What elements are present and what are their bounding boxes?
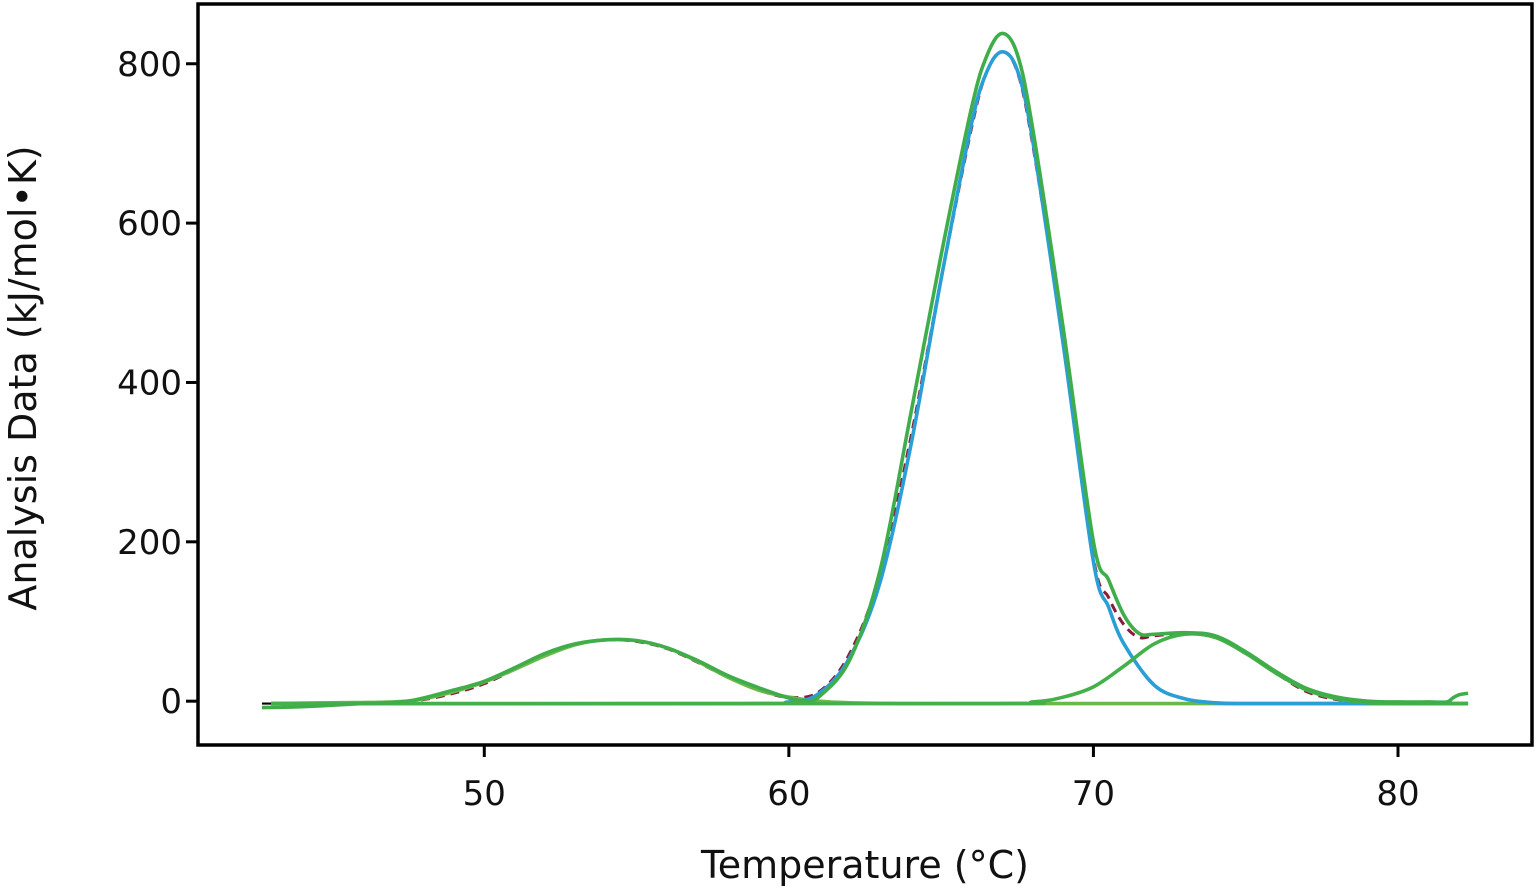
- y-tick-label: 0: [160, 682, 182, 722]
- x-tick-label: 80: [1376, 774, 1419, 814]
- y-axis: 0 200 400 600 800: [117, 45, 198, 722]
- x-tick-label: 70: [1072, 774, 1115, 814]
- series-line-fit-sum: [261, 31, 1469, 710]
- y-axis-label: Analysis Data (kJ/mol•K): [1, 145, 45, 610]
- x-axis-label: Temperature (°C): [700, 843, 1029, 887]
- y-tick-label: 800: [117, 45, 182, 85]
- x-axis: 50 60 70 80: [463, 745, 1420, 814]
- x-tick-label: 60: [767, 774, 810, 814]
- x-tick-label: 50: [463, 774, 506, 814]
- plot-frame: [196, 2, 1534, 747]
- y-tick-label: 400: [117, 363, 182, 403]
- y-tick-label: 600: [117, 204, 182, 244]
- y-tick-label: 200: [117, 523, 182, 563]
- series-layer: [261, 31, 1469, 710]
- series-line-peak2: [271, 50, 1469, 706]
- series-line-peak1: [271, 637, 1469, 706]
